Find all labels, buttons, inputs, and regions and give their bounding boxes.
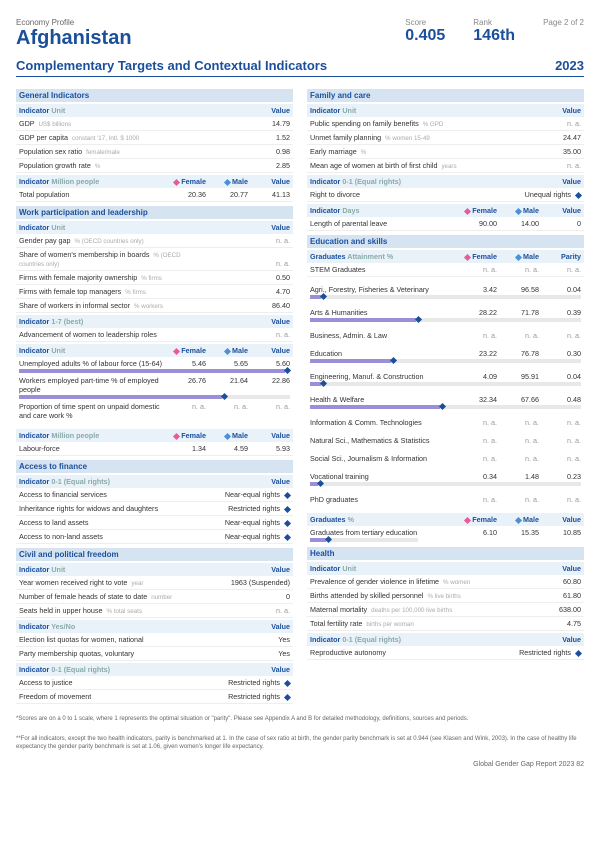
data-row: Population growth rate %2.85 xyxy=(16,159,293,173)
rank-metric: Rank 146th xyxy=(473,18,515,45)
title-bar: Complementary Targets and Contextual Ind… xyxy=(16,58,584,77)
data-row: Agri., Forestry, Fisheries & Veterinary3… xyxy=(307,283,584,300)
total-pop-row: Total population20.3620.7741.13 xyxy=(16,188,293,202)
data-row: GDP US$ billions14.79 xyxy=(16,117,293,131)
right-column: Family and care Indicator UnitValue Publ… xyxy=(307,85,584,704)
page-footer: Global Gender Gap Report 2023 82 xyxy=(16,761,584,768)
data-row: Social Sci., Journalism & Informationn. … xyxy=(307,452,584,464)
data-row: Maternal mortality deaths per 100,000 li… xyxy=(307,603,584,617)
data-row: Prevalence of gender violence in lifetim… xyxy=(307,575,584,589)
year: 2023 xyxy=(555,58,584,73)
edu-head: Education and skills xyxy=(307,235,584,248)
data-row: Total fertility rate births per woman4.7… xyxy=(307,617,584,631)
page-number: Page 2 of 2 xyxy=(543,18,584,27)
data-row: Party membership quotas, voluntaryYes xyxy=(16,647,293,661)
data-row: Access to non-land assetsNear-equal righ… xyxy=(16,530,293,544)
tertiary-row: Graduates from tertiary education6.1015.… xyxy=(307,526,584,543)
data-row: Access to land assetsNear-equal rights xyxy=(16,516,293,530)
data-row: Share of workers in informal sector % wo… xyxy=(16,299,293,313)
stem-row: STEM Graduatesn. a.n. a.n. a. xyxy=(307,263,584,277)
data-row: Mean age of women at birth of first chil… xyxy=(307,159,584,173)
general-head: General Indicators xyxy=(16,89,293,102)
data-row: Workers employed part-time % of employed… xyxy=(16,374,293,400)
data-row: Population sex ratio female/male0.98 xyxy=(16,145,293,159)
family-head: Family and care xyxy=(307,89,584,102)
divorce-row: Right to divorceUnequal rights xyxy=(307,188,584,202)
footnote-2: **For all indicators, except the two hea… xyxy=(16,736,584,752)
data-row: Information & Comm. Technologiesn. a.n. … xyxy=(307,416,584,428)
data-row: Freedom of movementRestricted rights xyxy=(16,690,293,704)
civil-head: Civil and political freedom xyxy=(16,548,293,561)
data-row: PhD graduatesn. a.n. a.n. a. xyxy=(307,493,584,505)
left-column: General Indicators Indicator UnitValue G… xyxy=(16,85,293,704)
data-row: Share of women's membership in boards % … xyxy=(16,248,293,271)
labour-row: Labour-force1.344.595.93 xyxy=(16,442,293,456)
data-row: Business, Admin. & Lawn. a.n. a.n. a. xyxy=(307,329,584,341)
data-row: Education23.2276.780.30 xyxy=(307,347,584,364)
data-row: Vocational training0.341.480.23 xyxy=(307,470,584,487)
data-row: Births attended by skilled personnel % l… xyxy=(307,589,584,603)
data-row: Firms with female majority ownership % f… xyxy=(16,271,293,285)
data-row: Engineering, Manuf. & Construction4.0995… xyxy=(307,370,584,387)
header: Economy Profile Afghanistan Score 0.405 … xyxy=(16,18,584,50)
data-row: Number of female heads of state to date … xyxy=(16,590,293,604)
data-row: Proportion of time spent on unpaid domes… xyxy=(16,400,293,421)
data-row: Gender pay gap % (OECD countries only)n.… xyxy=(16,234,293,248)
score-metric: Score 0.405 xyxy=(405,18,445,45)
data-row: Year women received right to vote year19… xyxy=(16,576,293,590)
finance-head: Access to finance xyxy=(16,460,293,473)
data-row: Natural Sci., Mathematics & Statisticsn.… xyxy=(307,434,584,446)
data-row: Unmet family planning % women 15-4924.47 xyxy=(307,131,584,145)
health-head: Health xyxy=(307,547,584,560)
economy-label: Economy Profile xyxy=(16,18,132,27)
data-row: Early marriage %35.00 xyxy=(307,145,584,159)
data-row: Inheritance rights for widows and daught… xyxy=(16,502,293,516)
adv-row: Advancement of women to leadership roles… xyxy=(16,328,293,342)
data-row: Seats held in upper house % total seatsn… xyxy=(16,604,293,618)
data-row: Public spending on family benefits % GPD… xyxy=(307,117,584,131)
data-row: Unemployed adults % of labour force (15-… xyxy=(16,357,293,374)
country-name: Afghanistan xyxy=(16,27,132,50)
data-row: Access to financial servicesNear-equal r… xyxy=(16,488,293,502)
work-head: Work participation and leadership xyxy=(16,206,293,219)
section-title: Complementary Targets and Contextual Ind… xyxy=(16,58,327,73)
data-row: Firms with female top managers % firms4.… xyxy=(16,285,293,299)
data-row: Arts & Humanities28.2271.780.39 xyxy=(307,306,584,323)
data-row: Health & Welfare32.3467.660.48 xyxy=(307,393,584,410)
data-row: Election list quotas for women, national… xyxy=(16,633,293,647)
footnote-1: *Scores are on a 0 to 1 scale, where 1 r… xyxy=(16,716,584,724)
repro-row: Reproductive autonomyRestricted rights xyxy=(307,646,584,660)
data-row: GDP per capita constant '17, Intl. $ 100… xyxy=(16,131,293,145)
data-row: Access to justiceRestricted rights xyxy=(16,676,293,690)
parental-row: Length of parental leave90.0014.000 xyxy=(307,217,584,231)
